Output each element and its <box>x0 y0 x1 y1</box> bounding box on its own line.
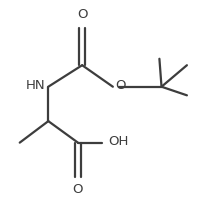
Text: OH: OH <box>109 135 129 148</box>
Text: O: O <box>77 8 87 21</box>
Text: O: O <box>115 79 126 92</box>
Text: HN: HN <box>26 79 45 92</box>
Text: O: O <box>73 184 83 197</box>
